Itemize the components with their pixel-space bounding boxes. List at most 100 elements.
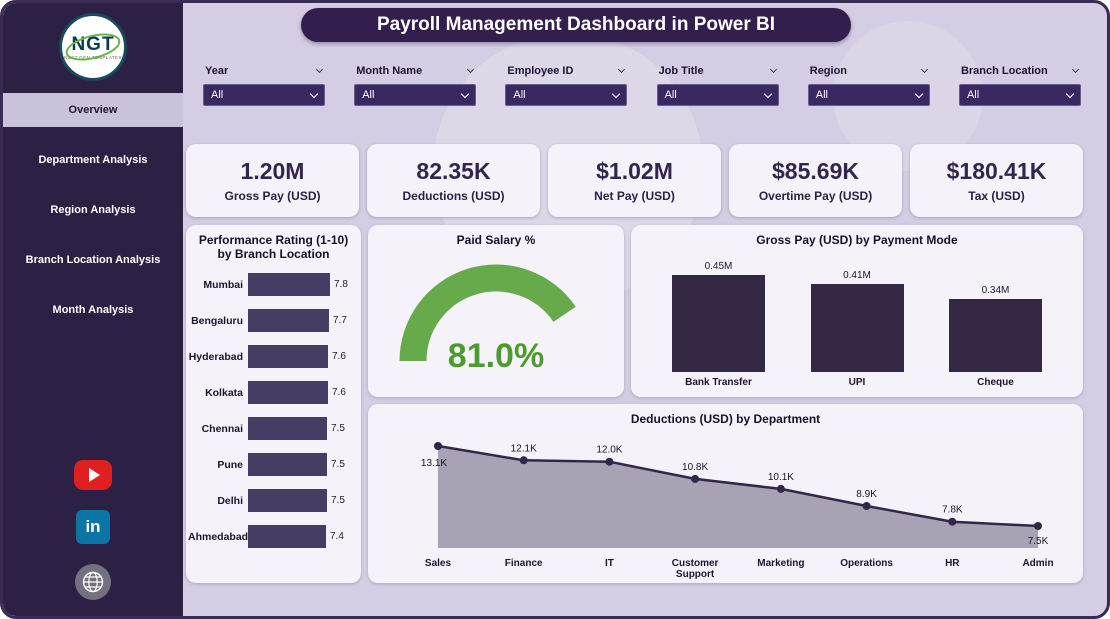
bar-bengaluru[interactable] — [248, 309, 329, 332]
sidebar-item-overview[interactable]: Overview — [3, 93, 183, 127]
value-label: 7.6 — [332, 351, 346, 362]
slicer-header: Branch Location — [959, 63, 1081, 84]
chevron-down-icon[interactable] — [1071, 65, 1079, 74]
data-point-marketing[interactable] — [776, 484, 785, 493]
value-label: 7.6 — [332, 387, 346, 398]
bar-row-chennai: Chennai 7.5 — [188, 417, 355, 440]
filter-selected-value: All — [513, 89, 526, 101]
bar-pune[interactable] — [248, 453, 327, 476]
filter-selected-value: All — [815, 89, 828, 101]
filter-dropdown-branch-location[interactable]: All — [958, 84, 1081, 106]
value-label: 0.41M — [843, 270, 871, 281]
globe-icon[interactable] — [75, 564, 111, 600]
filter-selected-value: All — [664, 89, 677, 101]
kpi-card-overtime-pay-usd: $85.69K Overtime Pay (USD) — [729, 144, 902, 217]
kpi-label: Overtime Pay (USD) — [758, 189, 873, 203]
category-label: Delhi — [217, 494, 243, 507]
kpi-value: $1.02M — [596, 158, 673, 184]
gauge-chart: 81.0% — [399, 264, 576, 375]
bar-row-pune: Pune 7.5 — [188, 453, 355, 476]
bar-row-delhi: Delhi 7.5 — [188, 489, 355, 512]
column-cheque: 0.34M Cheque — [931, 285, 1061, 391]
filter-selected-value: All — [966, 89, 980, 101]
filter-month-name: Month Name All — [354, 63, 477, 106]
data-point-finance[interactable] — [519, 456, 528, 465]
bar-row-ahmedabad: Ahmedabad 7.4 — [188, 525, 355, 548]
axis-label-customer-support: Customer Support — [672, 558, 719, 580]
bar-hyderabad[interactable] — [248, 345, 328, 368]
kpi-card-tax-usd: $180.41K Tax (USD) — [910, 144, 1083, 217]
filter-selected-value: All — [362, 89, 375, 101]
filter-dropdown-job-title[interactable]: All — [656, 84, 779, 106]
data-point-it[interactable] — [605, 457, 614, 466]
paid-salary-gauge: Paid Salary % 81.0% — [368, 225, 624, 397]
chevron-down-icon[interactable] — [769, 65, 777, 74]
bar-ahmedabad[interactable] — [248, 525, 326, 548]
sidebar-item-branch-location-analysis[interactable]: Branch Location Analysis — [25, 254, 161, 266]
bar-cheque[interactable] — [949, 299, 1042, 372]
trend-line — [437, 444, 1039, 528]
axis-label-sales: Sales — [425, 558, 452, 569]
sidebar-item-region-analysis[interactable]: Region Analysis — [50, 204, 136, 216]
slicer-label: Year — [205, 65, 229, 77]
category-label: Kolkata — [205, 386, 243, 399]
category-label: Chennai — [201, 422, 243, 435]
kpi-label: Tax (USD) — [968, 189, 1025, 203]
gauge-arc — [399, 264, 576, 362]
chevron-down-icon[interactable] — [315, 65, 324, 74]
chevron-down-icon[interactable] — [467, 65, 475, 74]
value-label: 7.8K — [942, 505, 963, 516]
kpi-label: Deductions (USD) — [402, 189, 505, 203]
area-fill — [438, 446, 1038, 548]
slicer-header: Region — [808, 63, 930, 84]
category-label: Mumbai — [203, 278, 243, 291]
filter-dropdown-year[interactable]: All — [203, 84, 325, 106]
globe-glyph — [82, 571, 104, 593]
sidebar-item-month-analysis[interactable]: Month Analysis — [52, 304, 134, 316]
value-label: 12.1K — [511, 443, 537, 454]
category-label: Hyderabad — [188, 350, 243, 363]
data-point-operations[interactable] — [862, 502, 871, 510]
logo-subtext: NEXT GEN TEMPLATES — [64, 54, 122, 60]
value-label: 12.0K — [596, 445, 622, 456]
dashboard-title: Payroll Management Dashboard in Power BI — [301, 8, 851, 42]
slicer-header: Year — [203, 63, 325, 84]
value-label: 7.5 — [331, 459, 345, 470]
sidebar-item-department-analysis[interactable]: Department Analysis — [38, 154, 148, 166]
chevron-down-icon[interactable] — [618, 65, 626, 74]
bar-upi[interactable] — [810, 284, 904, 372]
slicer-label: Month Name — [356, 65, 423, 77]
kpi-card-gross-pay-usd: 1.20M Gross Pay (USD) — [186, 144, 359, 217]
category-label: Cheque — [977, 377, 1014, 388]
bar-delhi[interactable] — [248, 489, 327, 512]
value-label: 8.9K — [856, 489, 877, 500]
category-label: Bengaluru — [191, 314, 243, 327]
filter-dropdown-employee-id[interactable]: All — [505, 84, 628, 106]
ngt-logo: NGT NEXT GEN TEMPLATES — [59, 13, 127, 81]
filter-year: Year All — [203, 63, 325, 106]
slicer-label: Region — [809, 65, 848, 77]
bar-row-hyderabad: Hyderabad 7.6 — [188, 345, 355, 368]
chevron-down-icon[interactable] — [920, 65, 928, 74]
linkedin-icon[interactable]: in — [76, 510, 110, 544]
chart-title: Performance Rating (1-10) by Branch Loca… — [198, 233, 349, 261]
youtube-icon[interactable] — [74, 460, 112, 490]
data-point-sales[interactable] — [434, 442, 442, 450]
bar-chennai[interactable] — [248, 417, 327, 440]
filter-dropdown-month-name[interactable]: All — [354, 84, 477, 106]
data-point-customer-support[interactable] — [691, 474, 700, 483]
area-chart: 13.1K 12.1K 12.0K 10.8K 10.1K 8.9K 7.8K 7.5K Sal… — [421, 442, 1054, 580]
filter-job-title: Job Title All — [656, 63, 779, 106]
column-bank-transfer: 0.45M Bank Transfer — [654, 261, 784, 391]
bar-mumbai[interactable] — [248, 273, 330, 296]
data-point-admin[interactable] — [1034, 522, 1042, 530]
bar-bank-transfer[interactable] — [672, 275, 765, 372]
kpi-label: Net Pay (USD) — [594, 189, 675, 203]
category-label: UPI — [848, 377, 866, 388]
filter-dropdown-region[interactable]: All — [807, 84, 930, 106]
data-point-hr[interactable] — [948, 517, 957, 526]
kpi-card-net-pay-usd: $1.02M Net Pay (USD) — [548, 144, 721, 217]
bar-kolkata[interactable] — [248, 381, 328, 404]
value-label: 7.5 — [331, 423, 345, 434]
